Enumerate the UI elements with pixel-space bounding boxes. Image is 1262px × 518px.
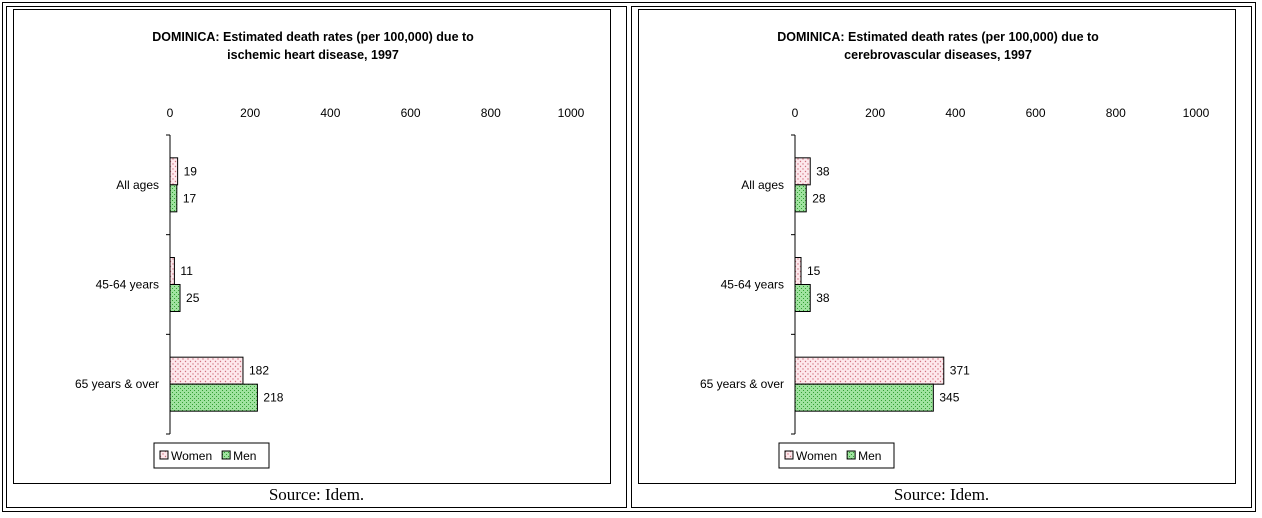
bar-men — [169, 284, 181, 312]
x-tick-label: 0 — [792, 106, 799, 120]
chart-panel-ischemic: DOMINICA: Estimated death rates (per 100… — [6, 6, 627, 508]
x-tick-label: 200 — [240, 106, 260, 120]
bar-women — [794, 356, 945, 385]
x-tick-label: 0 — [167, 106, 174, 120]
x-tick-label: 1000 — [558, 106, 585, 120]
source-note: Source: Idem. — [893, 485, 990, 504]
legend-swatch-men — [846, 450, 856, 460]
legend-label: Women — [171, 449, 212, 463]
category-label: 45-64 years — [721, 278, 784, 292]
data-label: 19 — [184, 164, 198, 178]
bar-men — [794, 284, 811, 312]
x-tick-label: 800 — [481, 106, 501, 120]
category-label: 65 years & over — [75, 377, 159, 391]
x-tick-label: 800 — [1106, 106, 1126, 120]
data-label: 15 — [807, 264, 821, 278]
data-label: 38 — [816, 291, 830, 305]
source-note: Source: Idem. — [268, 485, 365, 504]
legend-label: Women — [796, 449, 837, 463]
category-label: 45-64 years — [96, 278, 159, 292]
bar-men — [169, 383, 258, 412]
chart-title-line: DOMINICA: Estimated death rates (per 100… — [152, 30, 474, 44]
legend-swatch-women — [159, 450, 169, 460]
bar-men — [794, 383, 934, 412]
bar-women — [169, 356, 244, 385]
legend-label: Men — [858, 449, 881, 463]
category-label: 65 years & over — [700, 377, 784, 391]
bar-men — [794, 184, 807, 213]
x-tick-label: 600 — [1026, 106, 1046, 120]
category-label: All ages — [741, 178, 784, 192]
chart-panel-cerebrovascular: DOMINICA: Estimated death rates (per 100… — [631, 6, 1252, 508]
x-tick-label: 1000 — [1183, 106, 1210, 120]
x-tick-label: 400 — [945, 106, 965, 120]
legend-swatch-men — [221, 450, 231, 460]
x-tick-label: 400 — [320, 106, 340, 120]
bar-women — [169, 157, 179, 186]
page-frame: DOMINICA: Estimated death rates (per 100… — [2, 2, 1256, 512]
data-label: 11 — [180, 264, 193, 278]
bar-men — [169, 184, 178, 213]
chart-title-line: ischemic heart disease, 1997 — [227, 48, 399, 62]
bar-women — [169, 257, 175, 285]
chart-title-line: cerebrovascular diseases, 1997 — [844, 48, 1032, 62]
data-label: 218 — [263, 391, 283, 405]
data-label: 25 — [186, 291, 200, 305]
legend-label: Men — [233, 449, 256, 463]
category-label: All ages — [116, 178, 159, 192]
chart-area: DOMINICA: Estimated death rates (per 100… — [638, 9, 1236, 484]
data-label: 28 — [812, 191, 826, 205]
legend-box — [153, 442, 270, 469]
data-label: 182 — [249, 364, 269, 378]
x-tick-label: 600 — [401, 106, 421, 120]
chart-area: DOMINICA: Estimated death rates (per 100… — [13, 9, 611, 484]
data-label: 17 — [183, 191, 197, 205]
bar-women — [794, 257, 802, 285]
bar-women — [794, 157, 811, 186]
chart-title-line: DOMINICA: Estimated death rates (per 100… — [777, 30, 1099, 44]
legend-box — [778, 442, 895, 469]
legend-swatch-women — [784, 450, 794, 460]
chart-ischemic-heart-disease: DOMINICA: Estimated death rates (per 100… — [75, 30, 585, 469]
data-label: 345 — [939, 391, 959, 405]
data-label: 38 — [816, 164, 830, 178]
data-label: 371 — [950, 364, 970, 378]
x-tick-label: 200 — [865, 106, 885, 120]
chart-cerebrovascular-diseases: DOMINICA: Estimated death rates (per 100… — [700, 30, 1210, 469]
